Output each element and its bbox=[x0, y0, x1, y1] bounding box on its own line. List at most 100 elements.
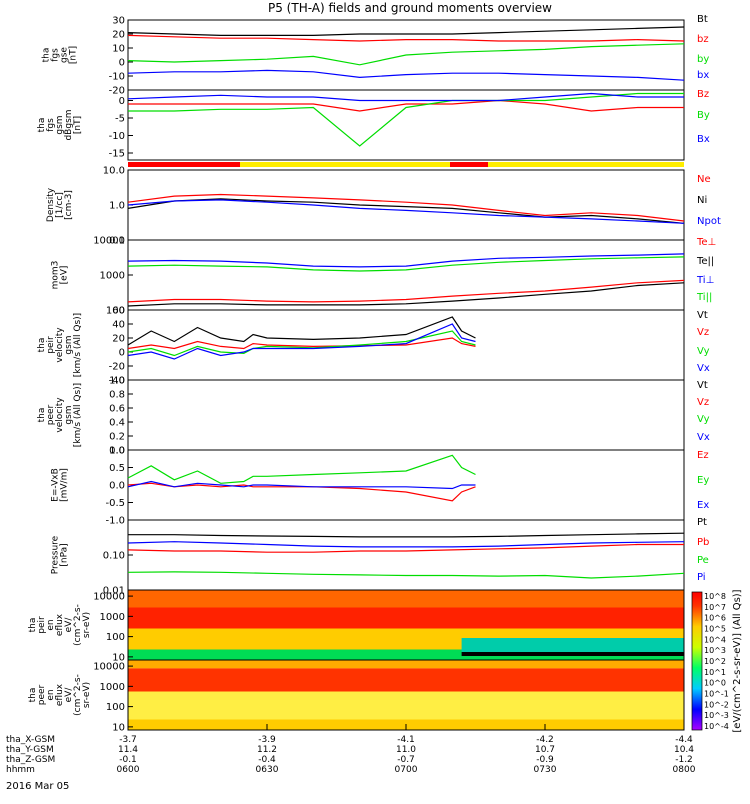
y-axis-label: eflux bbox=[55, 683, 65, 706]
panel-frame bbox=[127, 379, 685, 451]
colorbar-tick-label: 10^-2 bbox=[704, 700, 729, 709]
y-axis-label: [1/cc] bbox=[55, 192, 65, 218]
y-axis-label: tha bbox=[37, 118, 47, 133]
series-line-By bbox=[128, 92, 684, 147]
panel-frame bbox=[127, 449, 685, 521]
date-label: 2016 Mar 05 bbox=[6, 781, 69, 792]
y-axis-label: tha bbox=[28, 688, 38, 703]
panel-5: 1.0 0.8 0.6 0.4 0.2 0.0 tha peer velocity gsm [km/… bbox=[37, 376, 710, 457]
legend-entry: bx bbox=[697, 70, 709, 81]
series-line-bz bbox=[127, 34, 685, 42]
y-tick-label: -5 bbox=[115, 114, 125, 125]
plot-title: P5 (TH-A) fields and ground moments over… bbox=[268, 1, 552, 15]
colorbar-tick-label: 10^0 bbox=[704, 679, 726, 688]
series-line-Vz bbox=[127, 337, 476, 350]
legend-entry: Ne bbox=[697, 174, 711, 185]
y-tick-label: 1000 bbox=[100, 612, 125, 623]
orbit-value: -0.7 bbox=[397, 755, 415, 765]
quality-status-bar bbox=[128, 162, 684, 167]
legend-entry: Npot bbox=[697, 216, 721, 227]
y-axis-label: (cm^2-s- bbox=[73, 674, 83, 716]
y-axis-label: peir bbox=[37, 616, 47, 634]
panel-8: 10000 1000 100 10 tha peir en eflux eV/(cm^2-s-s… bbox=[28, 589, 685, 663]
orbit-value: 11.0 bbox=[396, 745, 416, 755]
y-axis-label: [nT] bbox=[73, 116, 83, 134]
colorbar-tick-label: 10^6 bbox=[704, 614, 726, 623]
y-tick-label: 10000 bbox=[93, 592, 125, 603]
panel-7: 0.10 0.01 Pressure [nPa] Pt Pb Pe Pi bbox=[51, 517, 710, 597]
y-tick-label: 20 bbox=[112, 334, 125, 345]
orbit-row-label: tha_X-GSM bbox=[6, 735, 55, 745]
legend-entry: Vt bbox=[697, 310, 708, 321]
colorbar-tick-label: 10^1 bbox=[704, 668, 726, 677]
orbit-value: 11.4 bbox=[118, 745, 138, 755]
orbit-value: -0.4 bbox=[258, 755, 276, 765]
y-tick-label: 0.0 bbox=[109, 446, 125, 457]
y-tick-label: -15 bbox=[109, 149, 125, 160]
y-tick-label: 40 bbox=[112, 320, 125, 331]
legend-entry: Vx bbox=[697, 432, 710, 443]
y-tick-label: -10 bbox=[109, 131, 125, 142]
y-axis-label: [nT] bbox=[69, 46, 79, 64]
y-axis-label: [cm-3] bbox=[64, 190, 74, 220]
spectrogram-band bbox=[128, 590, 684, 608]
colorbar: 10^8 10^7 10^6 10^510^4 10^3 10^2 10^1 10^0 10^-… bbox=[691, 589, 743, 733]
y-tick-label: 0 bbox=[119, 96, 125, 107]
orbit-row-label: tha_Y-GSM bbox=[6, 745, 54, 755]
y-axis-label: [mV/m] bbox=[60, 468, 70, 502]
colorbar-tick-label: 10^-1 bbox=[704, 690, 729, 699]
y-axis-label: sr-eV) bbox=[82, 682, 92, 708]
series-line-Pb bbox=[127, 543, 684, 553]
orbit-value: -0.1 bbox=[119, 755, 137, 765]
series-line-Vx bbox=[127, 323, 476, 360]
orbit-row-label: hhmm bbox=[6, 765, 35, 775]
orbit-value: 11.2 bbox=[257, 745, 277, 755]
y-axis-label: peer bbox=[46, 404, 56, 425]
y-axis-label: tha bbox=[42, 48, 52, 63]
y-tick-label: 100 bbox=[106, 632, 125, 643]
panel-2: 10.0 1.0 0.1 Density [1/cc] [cm-3] Ne Ni Npot bbox=[46, 166, 721, 247]
y-axis-label: E=-VxB bbox=[51, 468, 61, 502]
y-tick-label: 10 bbox=[112, 652, 125, 663]
spectrogram-band bbox=[461, 638, 684, 656]
orbit-value: 10.7 bbox=[535, 745, 555, 755]
orbit-value: -1.2 bbox=[675, 755, 693, 765]
y-axis-label: [km/s (All Qs)] bbox=[73, 313, 83, 377]
orbit-value: 0800 bbox=[673, 765, 696, 775]
series-line-Pe bbox=[127, 571, 685, 579]
y-tick-label: -0.5 bbox=[105, 498, 125, 509]
panel-4: 60 40 20 0 -20 -40 tha peir velocity gsm [km/s (Al… bbox=[37, 306, 710, 387]
colorbar-tick-label: 10^3 bbox=[704, 646, 726, 655]
panel-0: 30 20 10 0 -10 -20 tha fgs gse [nT] Bt bz by bx bbox=[42, 14, 710, 97]
series-line-Ne bbox=[127, 193, 685, 222]
legend-entry: Vy bbox=[697, 414, 710, 425]
orbit-value: 0700 bbox=[395, 765, 418, 775]
y-tick-label: 1.0 bbox=[109, 446, 125, 457]
series-line-Ex bbox=[127, 480, 476, 490]
panel-frame bbox=[127, 169, 685, 241]
y-axis-label: eV/ bbox=[64, 617, 74, 633]
legend-entry: Vx bbox=[697, 363, 710, 374]
orbit-value: -4.2 bbox=[536, 735, 554, 745]
series-line-Ey bbox=[127, 454, 476, 484]
y-axis-label: sr-eV) bbox=[82, 612, 92, 638]
legend-entry: Ni bbox=[697, 195, 707, 206]
series-line-Pt bbox=[128, 532, 685, 538]
y-tick-label: 0.2 bbox=[109, 432, 125, 443]
series-line-Npot bbox=[127, 199, 685, 224]
y-tick-label: 100 bbox=[106, 702, 125, 713]
legend-entry: Te|| bbox=[696, 256, 714, 267]
legend-entry: Te⊥ bbox=[696, 237, 716, 248]
colorbar-tick-label: 10^8 bbox=[704, 592, 726, 601]
y-tick-label: 0 bbox=[119, 58, 125, 69]
y-axis-label: dBgsm bbox=[64, 109, 74, 140]
colorbar-label: [eV/(cm^2-s-sr-eV)] (All Qs)] bbox=[732, 589, 743, 732]
colorbar-tick-label: 10^-4 bbox=[704, 722, 729, 731]
colorbar-tick-label: 10^-3 bbox=[704, 711, 729, 720]
legend-entry: Ex bbox=[697, 500, 709, 511]
y-axis-label: eV/ bbox=[64, 687, 74, 703]
legend-entry: Bt bbox=[697, 14, 708, 25]
y-axis-label: Density bbox=[46, 187, 56, 222]
colorbar-gradient bbox=[691, 591, 703, 731]
